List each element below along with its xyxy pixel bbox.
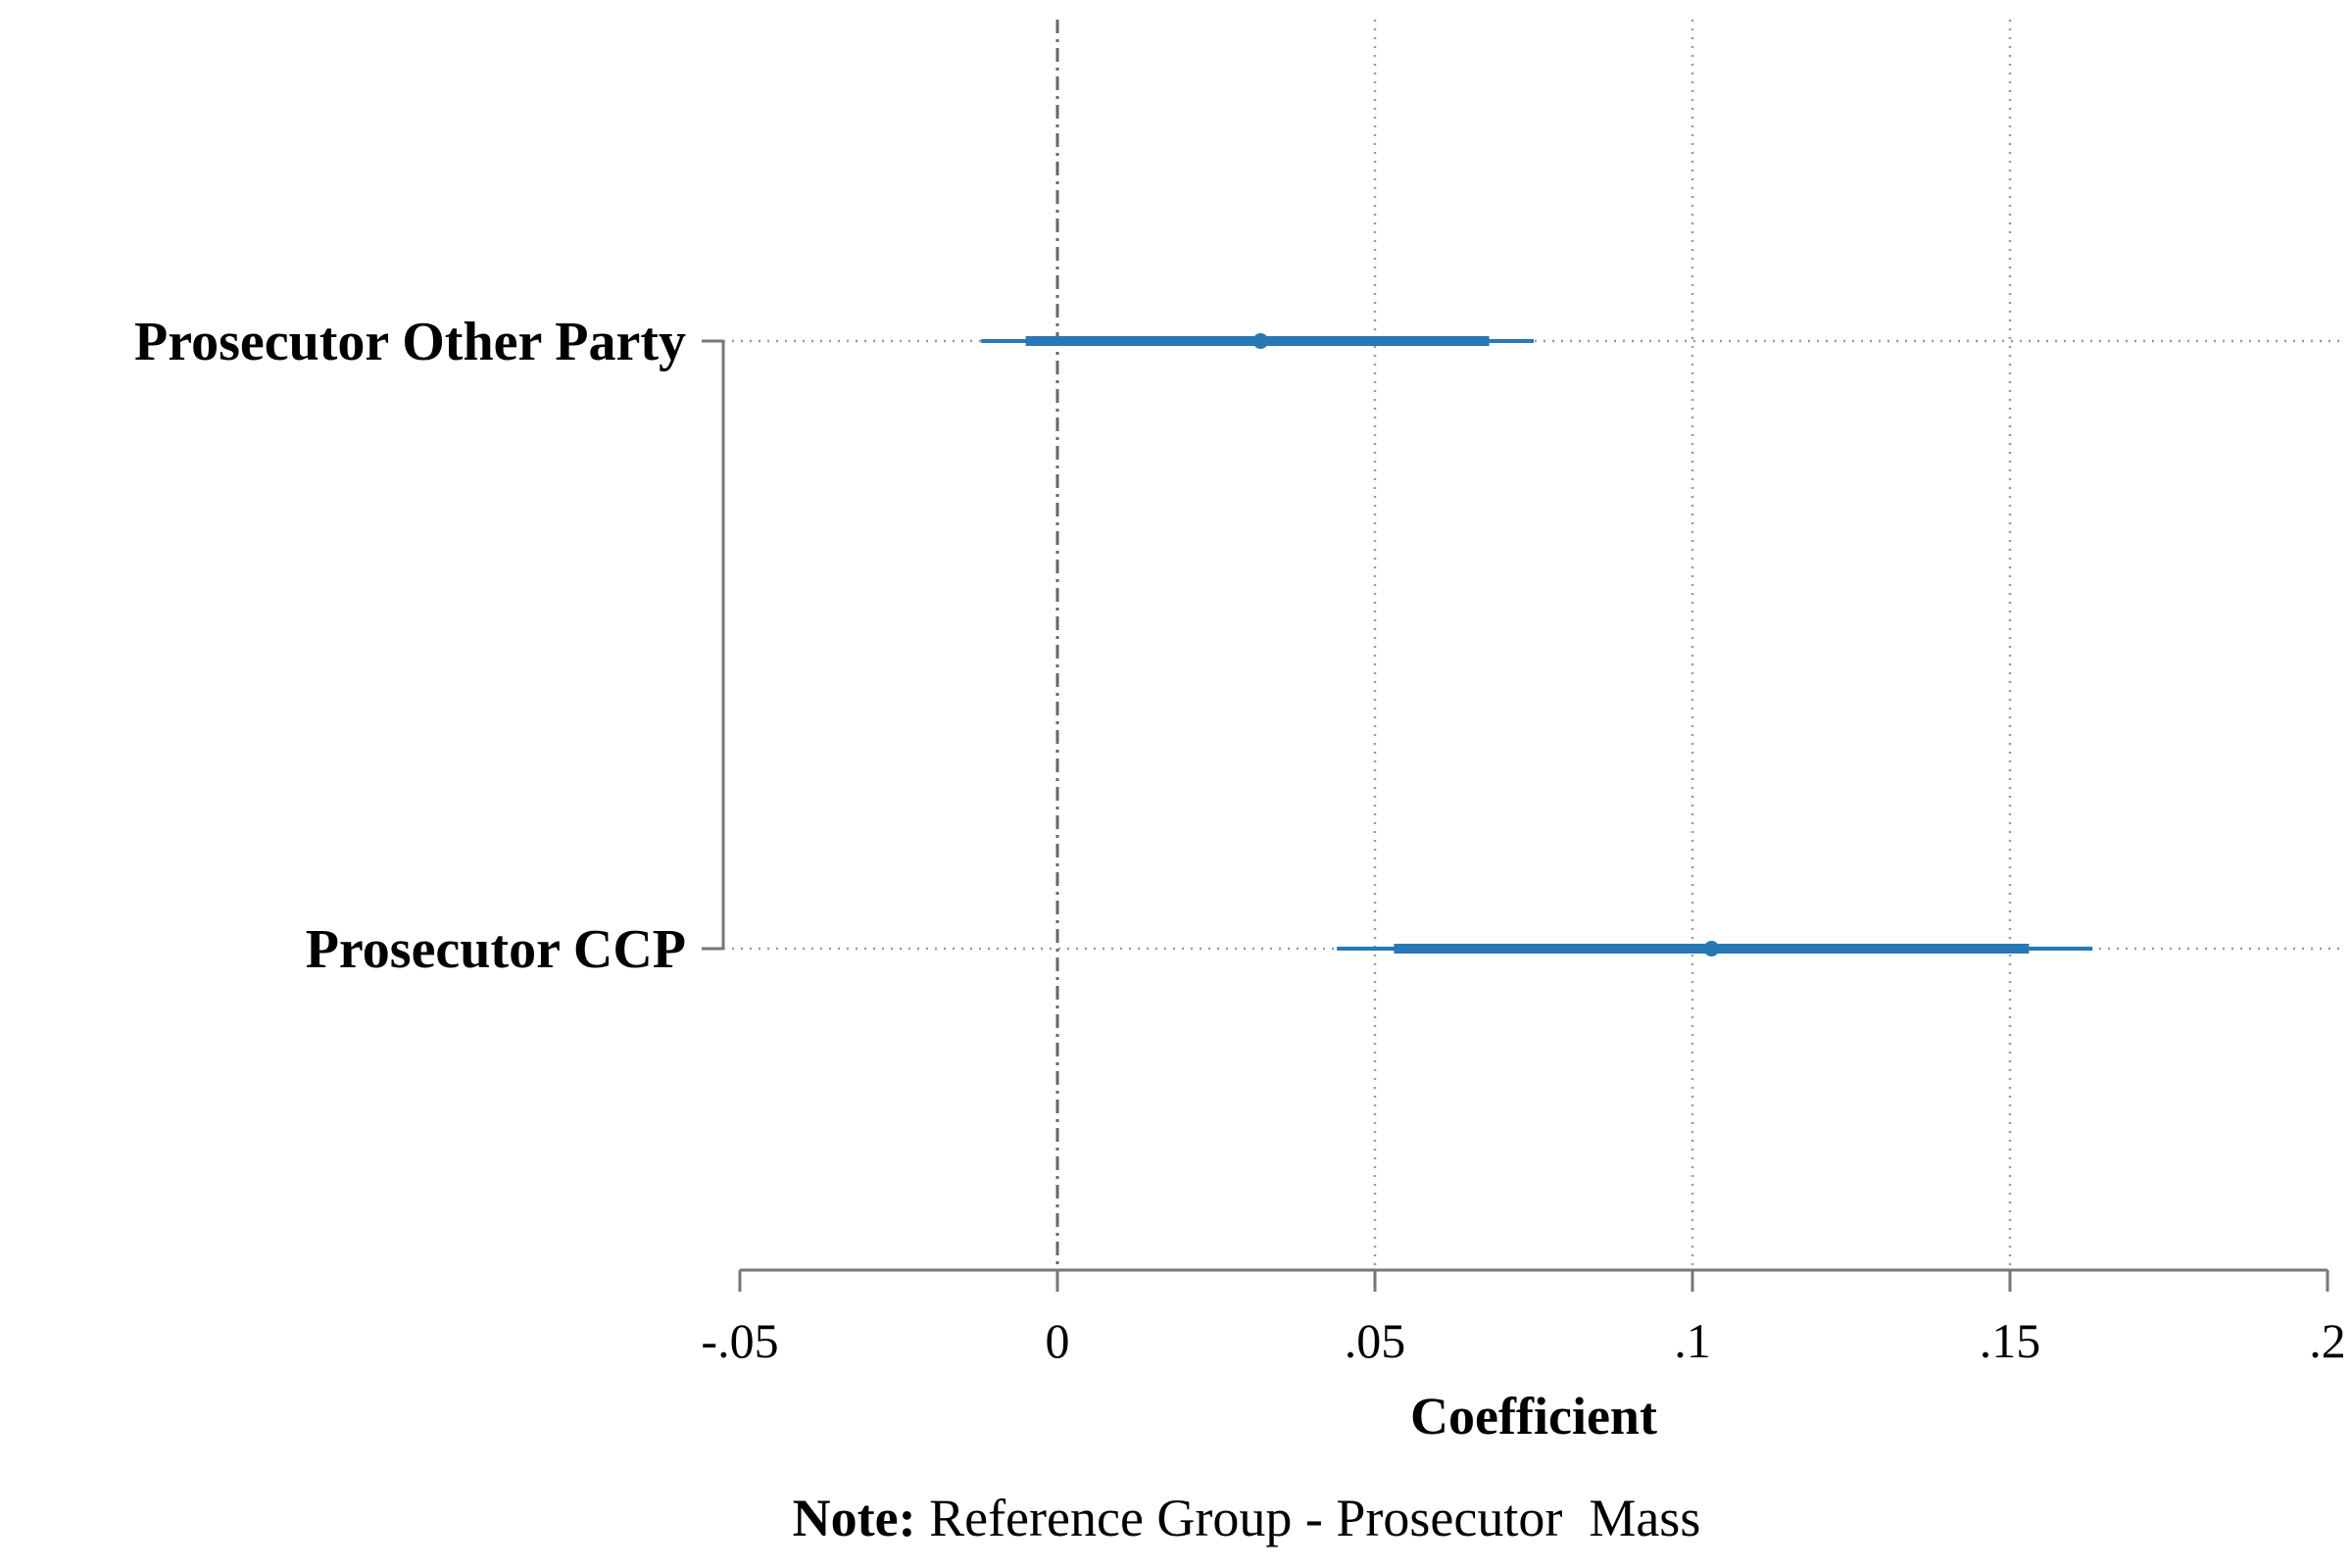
x-tick-label-4: .15 — [1980, 1313, 2041, 1368]
category-label-1: Prosecutor CCP — [306, 919, 686, 980]
x-tick-label-2: .05 — [1345, 1313, 1406, 1368]
marks-layer — [981, 333, 2093, 956]
labels-layer: -.05 0 .05 .1 .15 .2 Prosecutor Other Party Pro… — [134, 312, 2346, 1368]
category-label-0: Prosecutor Other Party — [134, 312, 686, 372]
chart-note: Note: Reference Group - Prosecutor Mass — [793, 1489, 1701, 1547]
axis-layer — [702, 339, 2329, 1292]
x-tick-label-1: 0 — [1046, 1313, 1070, 1368]
point-estimate-1 — [1703, 941, 1720, 956]
note-text: Reference Group - Prosecutor Mass — [916, 1489, 1701, 1547]
x-axis-title: Coefficient — [1410, 1387, 1657, 1446]
note-label: Note: — [793, 1489, 916, 1547]
point-estimate-0 — [1252, 333, 1269, 349]
x-tick-label-3: .1 — [1674, 1313, 1711, 1368]
x-tick-label-0: -.05 — [701, 1313, 778, 1368]
grid-layer — [723, 20, 2342, 1270]
x-tick-label-5: .2 — [2309, 1313, 2346, 1368]
